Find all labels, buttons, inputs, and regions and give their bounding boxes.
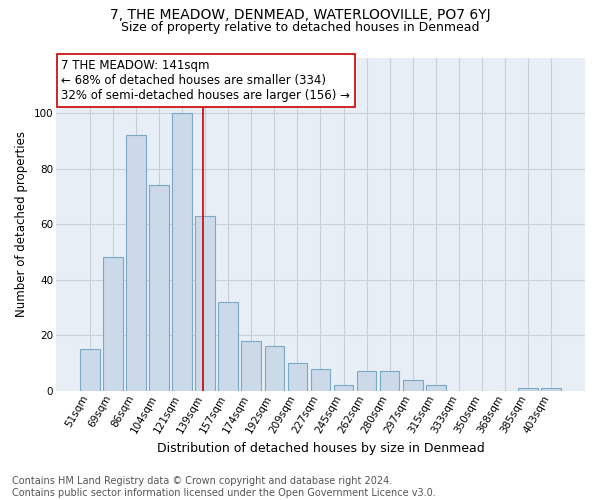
Bar xyxy=(149,186,169,391)
Bar xyxy=(287,363,307,391)
Bar xyxy=(265,346,284,391)
Bar xyxy=(172,113,192,391)
Bar xyxy=(334,385,353,391)
Text: 7, THE MEADOW, DENMEAD, WATERLOOVILLE, PO7 6YJ: 7, THE MEADOW, DENMEAD, WATERLOOVILLE, P… xyxy=(110,8,490,22)
Bar xyxy=(311,368,330,391)
Bar xyxy=(241,341,261,391)
Bar xyxy=(380,372,400,391)
Y-axis label: Number of detached properties: Number of detached properties xyxy=(15,131,28,317)
Bar xyxy=(541,388,561,391)
Bar xyxy=(103,258,122,391)
Text: 7 THE MEADOW: 141sqm
← 68% of detached houses are smaller (334)
32% of semi-deta: 7 THE MEADOW: 141sqm ← 68% of detached h… xyxy=(61,59,350,102)
Bar xyxy=(218,302,238,391)
Bar xyxy=(126,136,146,391)
Bar xyxy=(518,388,538,391)
X-axis label: Distribution of detached houses by size in Denmead: Distribution of detached houses by size … xyxy=(157,442,484,455)
Bar xyxy=(357,372,376,391)
Text: Contains HM Land Registry data © Crown copyright and database right 2024.
Contai: Contains HM Land Registry data © Crown c… xyxy=(12,476,436,498)
Text: Size of property relative to detached houses in Denmead: Size of property relative to detached ho… xyxy=(121,21,479,34)
Bar xyxy=(196,216,215,391)
Bar xyxy=(403,380,422,391)
Bar xyxy=(426,385,446,391)
Bar xyxy=(80,349,100,391)
